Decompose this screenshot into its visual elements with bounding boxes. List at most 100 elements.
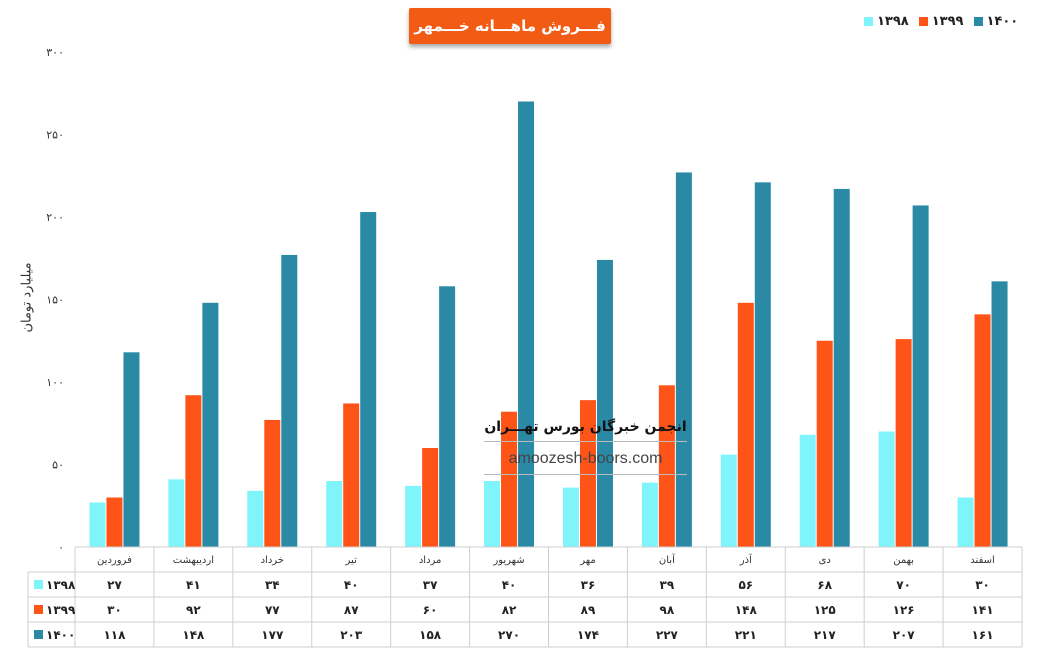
table-value: ۱۵۸ (419, 628, 442, 642)
y-tick-label: ۲۵۰ (46, 129, 64, 142)
table-value: ۱۱۸ (103, 628, 126, 642)
table-value: ۱۲۶ (893, 603, 915, 617)
table-value: ۲۱۷ (814, 628, 837, 642)
legend-swatch-1399 (918, 17, 928, 26)
legend: ۱۴۰۰ ۱۳۹۹ ۱۳۹۸ (864, 14, 1018, 29)
table-value: ۶۸ (817, 578, 832, 592)
legend-item-1399: ۱۳۹۹ (918, 14, 964, 29)
table-value: ۲۲۱ (735, 628, 757, 642)
bar-۱۴۰۰-اردیبهشت (202, 302, 219, 547)
table-value: ۱۴۱ (972, 603, 994, 617)
table-value: ۸۲ (502, 603, 517, 617)
legend-item-1398: ۱۳۹۸ (864, 14, 909, 29)
bar-۱۳۹۹-مرداد (422, 448, 439, 547)
bar-۱۳۹۹-بهمن (895, 339, 912, 547)
table-value: ۱۷۷ (261, 628, 284, 642)
category-label: آبان (659, 553, 676, 566)
legend-swatch-1400 (973, 17, 983, 26)
chart-title: فـــروش ماهـــانه خـــمهر (414, 17, 606, 35)
category-label: آذر (739, 553, 753, 566)
watermark: انجمن خبرگان بورس تهـــران amoozesh-boor… (484, 415, 687, 475)
chart-title-box: فـــروش ماهـــانه خـــمهر (409, 8, 611, 44)
table-value: ۱۶۱ (972, 628, 994, 642)
legend-label-1398: ۱۳۹۸ (877, 14, 909, 29)
y-tick-label: ۱۰۰ (46, 376, 64, 389)
bar-۱۳۹۹-اسفند (974, 314, 991, 547)
bar-۱۳۹۹-مهر (579, 400, 596, 547)
table-value: ۱۷۴ (577, 628, 599, 642)
table-value: ۲۷۰ (498, 628, 520, 642)
category-label: خرداد (261, 555, 284, 566)
bar-۱۳۹۹-خرداد (264, 419, 281, 547)
table-value: ۳۶ (581, 578, 596, 592)
bar-۱۳۹۸-خرداد (247, 490, 264, 547)
table-value: ۳۰ (107, 603, 122, 617)
bar-۱۴۰۰-بهمن (912, 205, 929, 547)
table-value: ۲۰۷ (893, 628, 916, 642)
bar-۱۳۹۸-دی (799, 434, 816, 547)
table-value: ۲۰۳ (340, 628, 363, 642)
table-value: ۹۲ (186, 603, 201, 617)
bar-۱۳۹۸-آذر (720, 454, 737, 547)
watermark-title: انجمن خبرگان بورس تهـــران (484, 415, 687, 442)
bar-۱۳۹۹-اردیبهشت (185, 395, 202, 547)
table-series-label: ۱۳۹۹ (46, 603, 76, 617)
table-value: ۳۷ (423, 578, 438, 592)
bar-۱۳۹۸-آبان (641, 482, 658, 547)
table-series-label: ۱۳۹۸ (46, 578, 76, 592)
y-tick-label: ۰ (58, 541, 64, 554)
bar-۱۴۰۰-اسفند (991, 281, 1008, 547)
table-value: ۳۴ (265, 578, 280, 592)
table-value: ۸۹ (581, 603, 596, 617)
y-tick-label: ۳۰۰ (46, 46, 64, 59)
bar-۱۳۹۹-تیر (343, 403, 360, 547)
bar-۱۴۰۰-دی (833, 188, 850, 547)
bar-۱۳۹۸-تیر (326, 481, 343, 547)
bar-۱۴۰۰-شهریور (518, 101, 535, 547)
watermark-url: amoozesh-boors.com (484, 442, 687, 475)
bar-۱۳۹۹-فروردین (106, 497, 123, 547)
legend-label-1399: ۱۳۹۹ (931, 14, 964, 29)
category-label: مهر (579, 555, 595, 566)
category-label: شهریور (492, 555, 524, 566)
bar-۱۳۹۸-فروردین (89, 502, 106, 547)
y-tick-label: ۵۰ (52, 459, 64, 472)
table-value: ۳۰ (975, 578, 990, 592)
category-label: مرداد (419, 555, 442, 566)
bar-۱۴۰۰-مرداد (439, 286, 456, 547)
bar-۱۴۰۰-مهر (596, 259, 613, 547)
table-value: ۴۱ (186, 578, 201, 592)
table-value: ۳۹ (660, 578, 675, 592)
bar-۱۳۹۸-اسفند (957, 497, 974, 547)
bar-۱۳۹۹-آبان (658, 385, 675, 547)
category-label: اردیبهشت (173, 555, 214, 566)
bar-۱۴۰۰-آبان (675, 172, 692, 547)
category-label: تیر (345, 555, 358, 566)
bar-۱۳۹۹-دی (816, 340, 833, 547)
legend-label-1400: ۱۴۰۰ (986, 14, 1019, 29)
bar-۱۴۰۰-فروردین (123, 352, 140, 547)
table-legend-swatch (34, 605, 43, 614)
category-label: فروردین (97, 555, 132, 566)
y-tick-label: ۱۵۰ (46, 294, 64, 307)
table-value: ۴۰ (502, 578, 517, 592)
bar-۱۳۹۸-بهمن (878, 431, 895, 547)
legend-swatch-1398 (864, 17, 873, 26)
table-legend-swatch (34, 580, 43, 589)
bar-۱۳۹۹-آذر (737, 302, 754, 547)
bar-۱۴۰۰-خرداد (281, 254, 298, 547)
bar-۱۴۰۰-تیر (360, 212, 377, 548)
bar-۱۳۹۸-شهریور (484, 481, 501, 547)
bar-۱۳۹۹-شهریور (501, 411, 518, 547)
table-value: ۷۷ (265, 603, 280, 617)
bar-۱۳۹۸-مهر (562, 487, 579, 547)
table-value: ۱۴۸ (182, 628, 205, 642)
table-legend-swatch (34, 630, 43, 639)
table-value: ۱۲۵ (814, 603, 836, 617)
table-value: ۸۷ (344, 603, 359, 617)
bar-۱۳۹۸-مرداد (405, 485, 422, 547)
legend-item-1400: ۱۴۰۰ (973, 14, 1019, 29)
table-value: ۲۷ (107, 578, 122, 592)
category-label: دی (819, 555, 831, 566)
